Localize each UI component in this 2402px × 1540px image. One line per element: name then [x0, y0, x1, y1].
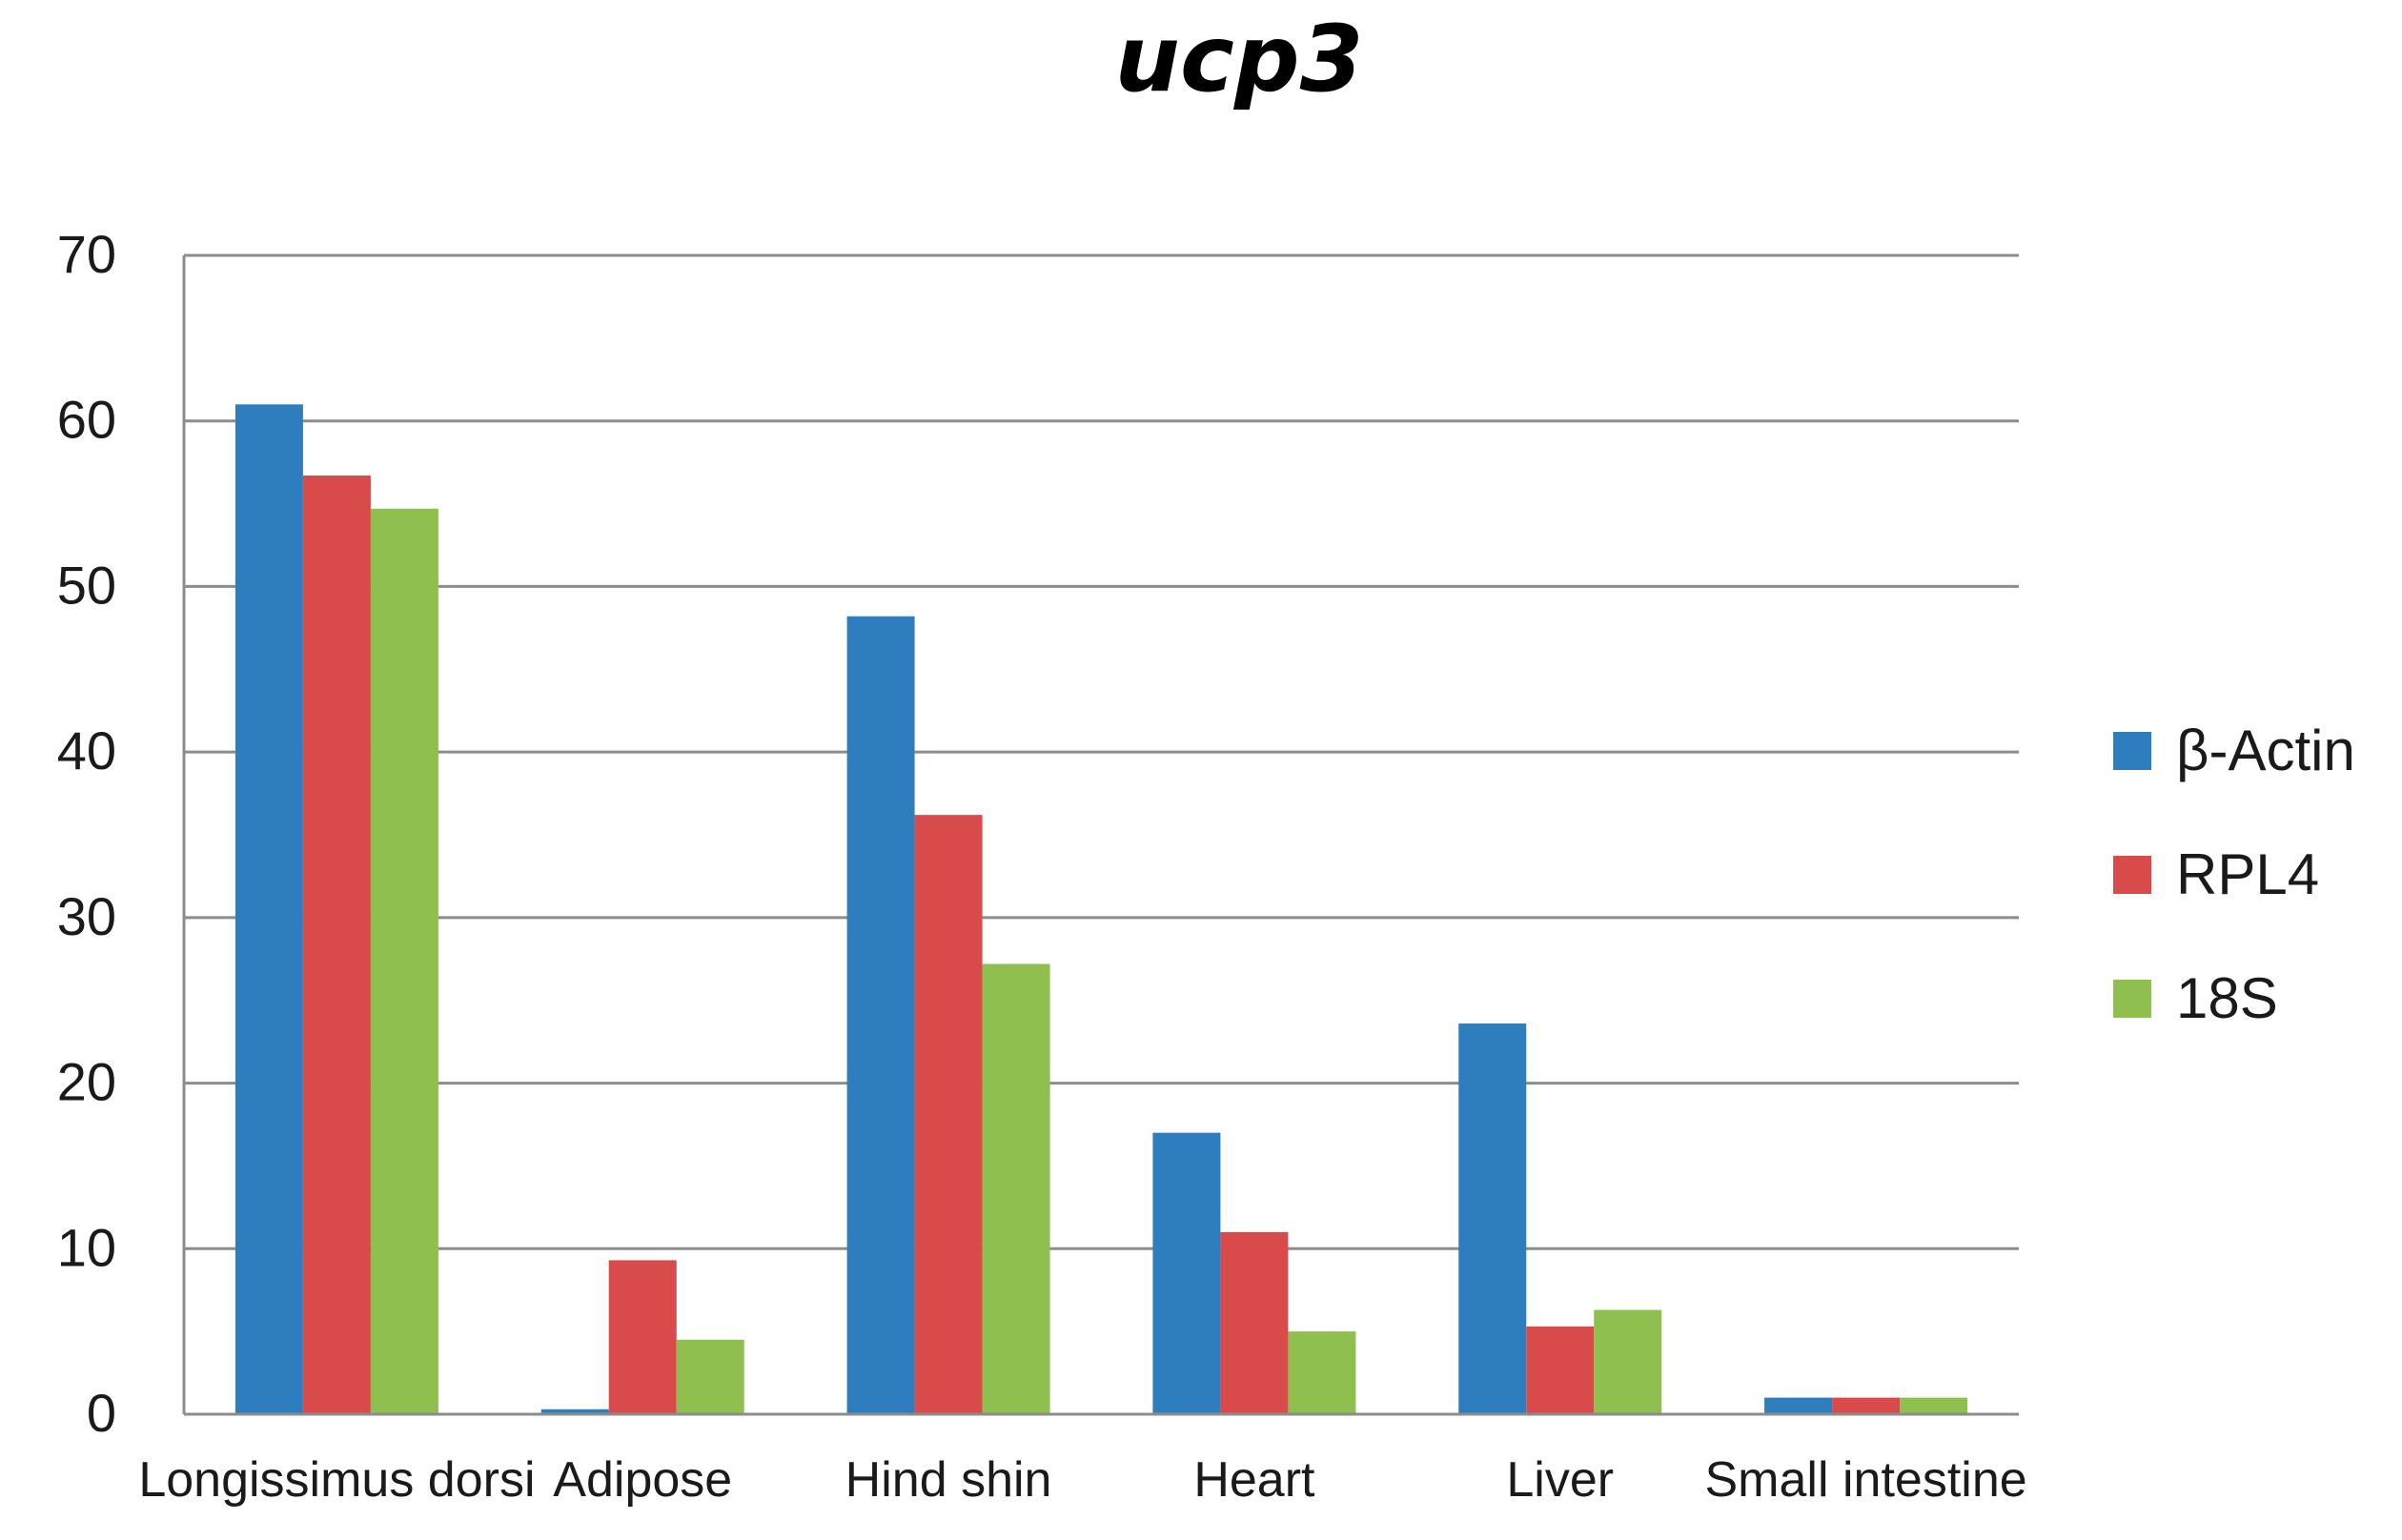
legend-label-1: RPL4 — [2176, 842, 2319, 906]
bar-1-0 — [302, 476, 371, 1414]
bar-0-3 — [1152, 1132, 1221, 1414]
chart-title: ucp3 — [1115, 6, 1364, 112]
legend-swatch-2 — [2113, 980, 2151, 1018]
bar-0-4 — [1458, 1023, 1527, 1414]
bar-0-1 — [540, 1408, 609, 1414]
y-tick-label: 30 — [57, 886, 116, 946]
x-category-label: Liver — [1506, 1452, 1614, 1508]
y-tick-label: 70 — [57, 224, 116, 284]
bar-2-1 — [676, 1339, 744, 1414]
x-category-label: Adipose — [553, 1452, 732, 1508]
x-axis-category-labels: Longissimus dorsi Adipose Hind shin Heart Li… — [138, 1452, 2026, 1508]
legend-label-2: 18S — [2176, 966, 2278, 1030]
y-tick-label: 60 — [57, 390, 116, 450]
bar-2-2 — [982, 963, 1050, 1414]
x-category-label: Small intestine — [1705, 1452, 2027, 1508]
x-category-label: Hind shin — [845, 1452, 1052, 1508]
y-tick-label: 40 — [57, 720, 116, 780]
bar-0-2 — [846, 616, 915, 1414]
x-category-label: Longissimus dorsi — [138, 1452, 535, 1508]
legend: β-Actin RPL4 18S — [2113, 719, 2355, 1030]
y-tick-label: 0 — [87, 1383, 116, 1443]
y-tick-label: 10 — [57, 1217, 116, 1277]
gridlines — [184, 253, 2019, 1250]
bar-1-4 — [1526, 1326, 1595, 1414]
legend-label-0: β-Actin — [2176, 719, 2355, 782]
y-tick-label: 50 — [57, 555, 116, 615]
x-category-label: Heart — [1193, 1452, 1315, 1508]
bar-2-5 — [1900, 1397, 1968, 1414]
bars — [234, 404, 1968, 1414]
axes — [182, 255, 2019, 1416]
bar-2-3 — [1288, 1331, 1356, 1414]
bar-0-0 — [234, 404, 303, 1414]
bar-1-1 — [608, 1260, 677, 1414]
bar-1-5 — [1832, 1397, 1901, 1414]
legend-swatch-1 — [2113, 856, 2151, 894]
bar-1-3 — [1220, 1231, 1289, 1414]
y-axis-tick-labels: 0 10 20 30 40 50 60 70 — [57, 224, 116, 1443]
y-tick-label: 20 — [57, 1052, 116, 1112]
bar-1-2 — [914, 815, 983, 1414]
bar-0-5 — [1764, 1397, 1833, 1414]
bar-2-4 — [1594, 1309, 1662, 1414]
legend-swatch-0 — [2113, 732, 2151, 770]
bar-2-0 — [370, 508, 438, 1414]
